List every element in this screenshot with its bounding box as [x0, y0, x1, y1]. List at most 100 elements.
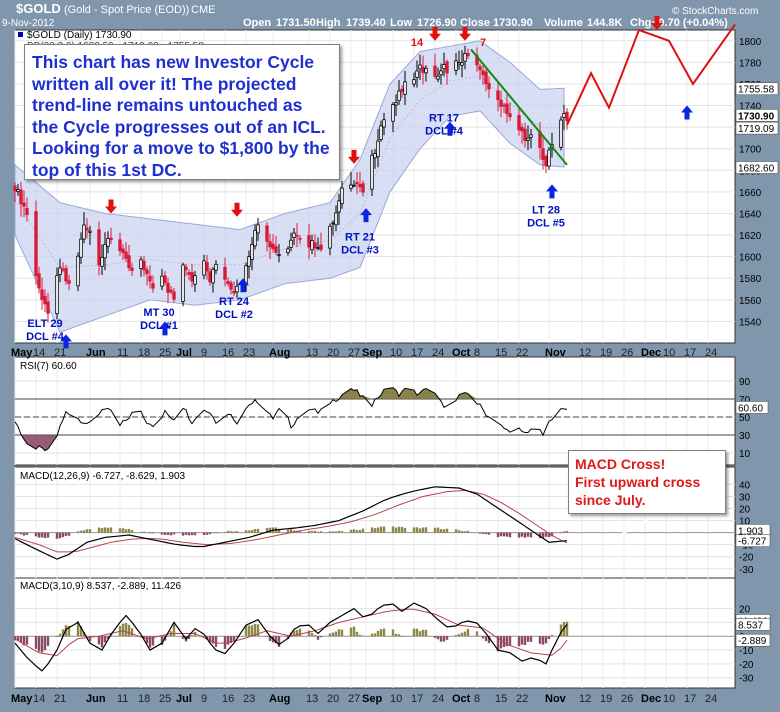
histogram-bar [455, 635, 457, 636]
x-tick-label: 17 [411, 693, 423, 705]
histogram-bar [185, 533, 187, 535]
macd-note-line-1: MACD Cross! [575, 455, 719, 473]
histogram-bar [68, 533, 70, 536]
histogram-bar [41, 533, 43, 538]
ohlc-body [359, 184, 362, 186]
x-tick-label: 13 [306, 347, 318, 359]
ohlc-body [59, 268, 62, 275]
histogram-bar [566, 622, 568, 637]
histogram-bar [44, 533, 46, 538]
ohlc-body [68, 281, 71, 284]
ohlc-body [488, 83, 491, 88]
histogram-bar [485, 533, 487, 534]
x-tick-label: 17 [684, 693, 696, 705]
x-tick-label: Jun [86, 347, 106, 359]
x-tick-label: 23 [243, 693, 255, 705]
ohlc-body [254, 230, 257, 245]
histogram-bar [59, 533, 61, 539]
ohlc-body [518, 115, 521, 129]
cycle-label: RT 21 [345, 231, 375, 243]
x-tick-label: 12 [579, 693, 591, 705]
low-label: Low [390, 17, 412, 29]
ohlc-body [149, 276, 152, 281]
macd2-legend: MACD(3,10,9) 8.537, -2.889, 11.426 [20, 581, 181, 592]
histogram-bar [548, 636, 550, 639]
ohlc-body [230, 283, 233, 289]
ohlc-body [461, 63, 464, 66]
ohlc-body [350, 185, 353, 188]
ohlc-body [374, 153, 377, 157]
x-tick-label: 19 [600, 347, 612, 359]
ohlc-body [182, 265, 185, 301]
histogram-bar [23, 533, 25, 536]
ohlc-body [143, 261, 146, 270]
histogram-bar [434, 528, 436, 533]
ohlc-body [530, 135, 533, 138]
ohlc-body [236, 286, 239, 292]
histogram-bar [398, 634, 400, 636]
ohlc-body [398, 91, 401, 101]
histogram-bar [341, 531, 343, 532]
x-tick-label: 22 [516, 347, 528, 359]
y-tick-label: 1660 [739, 188, 762, 199]
histogram-bar [545, 533, 547, 537]
histogram-bar [287, 530, 289, 533]
histogram-bar [404, 528, 406, 533]
cycle-label: RT 24 [219, 296, 250, 308]
histogram-bar [47, 636, 49, 646]
histogram-bar [107, 528, 109, 533]
chart-symbol: $GOLD [16, 1, 61, 16]
y-tick-label: 1780 [739, 58, 762, 69]
histogram-bar [329, 531, 331, 532]
histogram-bar [458, 530, 460, 532]
histogram-bar [419, 528, 421, 532]
x-tick-label: 27 [348, 347, 360, 359]
histogram-bar [86, 529, 88, 532]
histogram-bar [299, 629, 301, 637]
histogram-bar [398, 527, 400, 533]
histogram-bar [350, 530, 352, 533]
histogram-bar [434, 636, 436, 638]
ohlc-body [485, 72, 488, 84]
chg-label: Chg [630, 17, 651, 29]
ohlc-body [464, 53, 467, 61]
ohlc-body [356, 182, 359, 183]
ohlc-body [248, 257, 251, 267]
x-tick-label: 24 [432, 693, 444, 705]
histogram-bar [383, 526, 385, 532]
ohlc-body [479, 66, 482, 69]
histogram-bar [236, 531, 238, 532]
histogram-bar [335, 631, 337, 636]
ohlc-body [257, 225, 260, 233]
ohlc-body [563, 114, 566, 118]
ohlc-body [23, 203, 26, 206]
ohlc-body [416, 71, 419, 78]
histogram-bar [419, 631, 421, 636]
histogram-bar [503, 533, 505, 537]
histogram-bar [467, 531, 469, 533]
histogram-bar [332, 633, 334, 637]
ohlc-body [293, 233, 296, 237]
ohlc-body [56, 276, 59, 314]
cycle-label: LT 28 [532, 204, 560, 216]
histogram-bar [314, 635, 316, 636]
rsi-panel [15, 357, 735, 465]
histogram-bar [560, 533, 562, 534]
histogram-bar [47, 533, 49, 538]
x-tick-label: 24 [705, 693, 717, 705]
ohlc-body [128, 256, 131, 268]
histogram-bar [101, 636, 103, 647]
ohlc-body [146, 270, 149, 274]
histogram-bar [524, 533, 526, 538]
histogram-bar [20, 533, 22, 535]
x-tick-label: Nov [545, 347, 567, 359]
ohlc-body [524, 129, 527, 140]
y-tick-label: 1560 [739, 296, 762, 307]
x-tick-label: 11 [117, 347, 128, 359]
histogram-bar [443, 529, 445, 532]
histogram-bar [353, 627, 355, 637]
ohlc-body [26, 208, 29, 214]
ohlc-body [107, 239, 110, 247]
histogram-bar [338, 531, 340, 533]
